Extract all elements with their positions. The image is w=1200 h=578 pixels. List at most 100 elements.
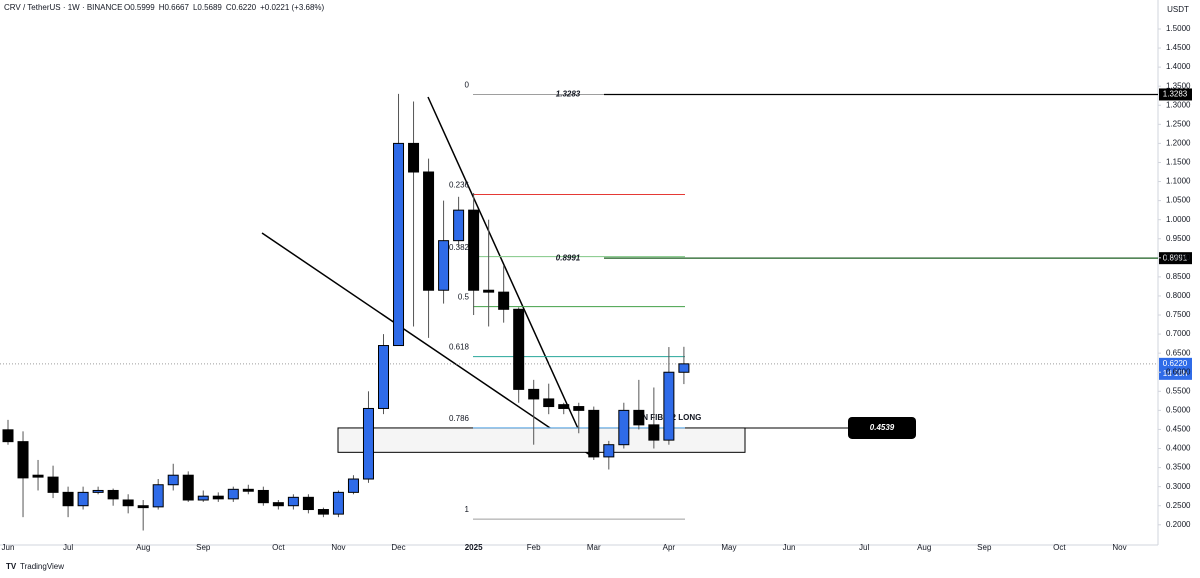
brand-logo: TV	[6, 562, 17, 571]
y-tick-label: 1.4000	[1166, 62, 1191, 71]
axis-unit: USDT	[1167, 5, 1189, 14]
y-tick-label: 0.8500	[1166, 272, 1191, 281]
x-tick-label: May	[721, 543, 736, 552]
candle-body	[347, 478, 359, 493]
candle-body	[483, 289, 495, 293]
candle-body	[62, 491, 74, 507]
candle-body	[332, 491, 344, 515]
candle-body	[317, 509, 329, 515]
x-tick-label: Nov	[1112, 543, 1126, 552]
candle-body	[648, 424, 660, 441]
price-level-box	[848, 416, 916, 439]
chart-title: CRV / TetherUS · 1W · BINANCE	[4, 3, 122, 12]
y-tick-label: 0.3000	[1166, 482, 1191, 491]
y-tick-label: 0.2000	[1166, 520, 1191, 529]
y-tick-label: 0.5000	[1166, 405, 1191, 414]
y-tick-label: 0.4500	[1166, 425, 1191, 434]
current-price-label: 0.6220	[1163, 359, 1188, 368]
current-price-badge	[1159, 357, 1192, 380]
y-tick-label: 1.1500	[1166, 158, 1191, 167]
price-level-label: 1.3283	[556, 90, 581, 99]
y-tick-label: 0.6500	[1166, 348, 1191, 357]
y-tick-label: 1.0500	[1166, 196, 1191, 205]
candle-body	[92, 489, 104, 493]
brand: TV TradingView	[6, 562, 64, 571]
candle-body	[588, 409, 600, 458]
candle-body	[32, 474, 44, 478]
ohlc-value: C0.6220	[226, 3, 257, 12]
candle-body	[558, 404, 570, 409]
x-tick-label: Mar	[587, 543, 601, 552]
candle-body	[603, 444, 615, 458]
axis-badge	[1159, 88, 1192, 101]
y-tick-label: 0.5500	[1166, 386, 1191, 395]
candle-body	[618, 409, 630, 446]
countdown: 1d 10h	[1163, 369, 1187, 378]
fib-label: 1	[465, 505, 470, 514]
candle-body	[257, 489, 269, 504]
price-level-label: 0.4539	[870, 423, 895, 432]
y-tick-label: 1.4500	[1166, 43, 1191, 52]
candle-body	[137, 505, 149, 509]
candle-body	[573, 406, 585, 411]
candle-body	[378, 345, 389, 409]
ohlc-value: +0.0221 (+3.68%)	[260, 3, 324, 12]
candle-body	[663, 371, 675, 441]
ohlc-value: O0.5999	[124, 3, 155, 12]
candle-body	[513, 308, 525, 390]
candle-body	[423, 171, 435, 291]
candle-body	[468, 209, 480, 291]
x-tick-label: Oct	[1053, 543, 1066, 552]
axis-badge	[1159, 252, 1192, 265]
candle-body	[77, 491, 89, 507]
candle-body	[2, 429, 14, 443]
y-tick-label: 0.4000	[1166, 444, 1191, 453]
x-tick-label: Oct	[272, 543, 285, 552]
fib-label: 0.786	[449, 414, 470, 423]
candle-body	[453, 209, 465, 242]
trend-line	[261, 232, 591, 456]
x-tick-label: Jul	[859, 543, 869, 552]
candle-body	[543, 398, 555, 408]
candle-body	[182, 474, 194, 501]
x-tick-label: Apr	[663, 543, 676, 552]
x-tick-label: Dec	[391, 543, 405, 552]
candle-body	[47, 476, 59, 493]
y-tick-label: 0.3500	[1166, 463, 1191, 472]
candle-body	[528, 388, 540, 400]
x-tick-label: Nov	[331, 543, 345, 552]
candle-body	[227, 488, 239, 500]
fib-label: 0	[465, 81, 470, 90]
trend-line	[427, 96, 591, 456]
ohlc-value: L0.5689	[193, 3, 222, 12]
y-tick-label: 1.3000	[1166, 100, 1191, 109]
x-tick-label: Sep	[196, 543, 211, 552]
candle-body	[212, 495, 224, 500]
y-tick-label: 0.2500	[1166, 501, 1191, 510]
x-tick-label: Aug	[136, 543, 150, 552]
x-tick-label: Jun	[2, 543, 15, 552]
candle-body	[122, 499, 134, 507]
candle-body	[152, 484, 164, 508]
fib-label: 0.236	[449, 181, 470, 190]
y-tick-label: 1.3500	[1166, 81, 1191, 90]
y-tick-label: 0.6000	[1166, 367, 1191, 376]
y-tick-label: 0.7500	[1166, 310, 1191, 319]
candle-body	[167, 474, 179, 486]
candle-body	[287, 496, 299, 507]
candle-body	[17, 441, 29, 479]
candle-body	[197, 495, 209, 501]
y-tick-label: 0.7000	[1166, 329, 1191, 338]
axis-badge-label: 0.8991	[1163, 253, 1188, 262]
x-tick-label: Aug	[917, 543, 931, 552]
candle-body	[678, 363, 690, 373]
y-tick-label: 1.1000	[1166, 177, 1191, 186]
ohlc-value: H0.6667	[159, 3, 190, 12]
zone	[337, 427, 746, 453]
y-tick-label: 1.2500	[1166, 119, 1191, 128]
y-tick-label: 0.8000	[1166, 291, 1191, 300]
x-tick-label: Jul	[63, 543, 73, 552]
